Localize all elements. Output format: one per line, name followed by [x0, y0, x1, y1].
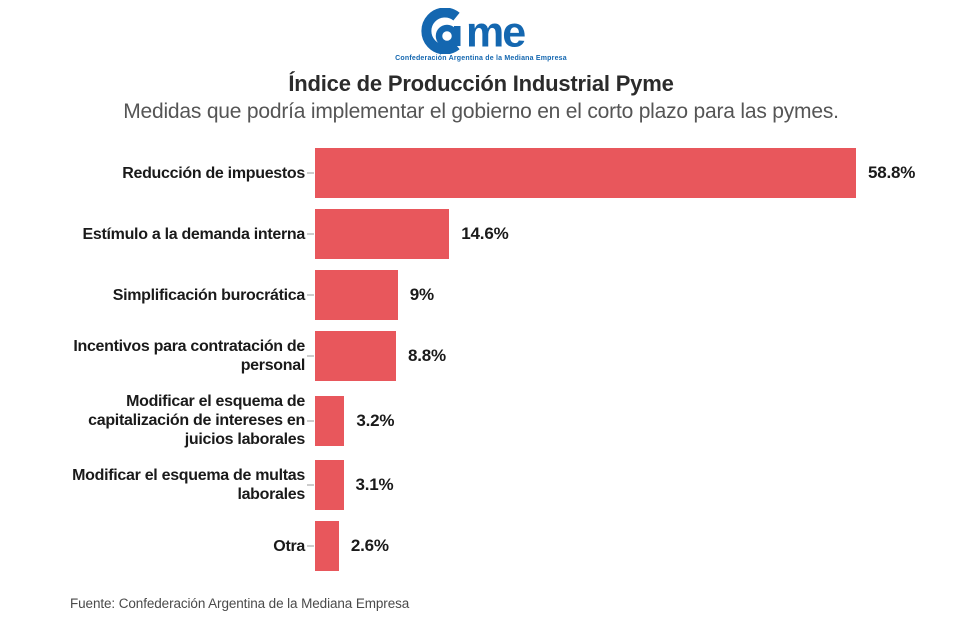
bar-value-label: 9%	[409, 285, 434, 304]
bar-row: Estímulo a la demanda interna 14.6%	[55, 209, 962, 259]
bar	[315, 209, 450, 259]
chart-title: Índice de Producción Industrial Pyme	[288, 71, 674, 96]
bar-value-label: 2.6%	[350, 536, 389, 555]
bar	[315, 270, 398, 320]
bar-row: Simplificación burocrática 9%	[55, 270, 962, 320]
leader-line	[307, 355, 314, 357]
bar-category-label: Modificar el esquema de capitalización d…	[88, 393, 305, 448]
bar-category-label: Simplificación burocrática	[112, 286, 306, 304]
bar-category-label: Reducción de impuestos	[122, 164, 305, 182]
bar-value-label: 58.8%	[868, 163, 916, 182]
came-logo: me Confederación Argentina de la Mediana…	[0, 0, 962, 62]
bar-category-label: Modificar el esquema de multas laborales	[72, 467, 305, 503]
bar-category-label: Estímulo a la demanda interna	[82, 225, 306, 243]
bar-value-label: 14.6%	[461, 224, 509, 243]
bar-value-label: 8.8%	[408, 346, 446, 365]
bar-row: Otra 2.6%	[55, 521, 962, 571]
bar	[315, 331, 396, 381]
bar-value-label: 3.2%	[356, 410, 395, 430]
bar-category-label: Otra	[273, 537, 305, 555]
bar-value-label: 3.1%	[355, 475, 394, 494]
bar	[315, 148, 856, 198]
source-note: Fuente: Confederación Argentina de la Me…	[70, 596, 410, 611]
bar-row: Reducción de impuestos 58.8%	[55, 148, 962, 198]
came-logo-tagline: Confederación Argentina de la Mediana Em…	[395, 55, 567, 62]
chart-subtitle: Medidas que podría implementar el gobier…	[123, 100, 839, 123]
bars: Reducción de impuestos 58.8% Estímulo a la…	[55, 148, 962, 571]
bar	[315, 395, 345, 446]
bar-row: Modificar el esquema de capitalización d…	[55, 392, 962, 449]
leader-line	[307, 484, 314, 486]
leader-line	[307, 172, 314, 174]
leader-line	[307, 294, 314, 296]
bar-row: Modificar el esquema de multas laborales…	[55, 460, 962, 510]
leader-line	[307, 233, 314, 235]
svg-text:me: me	[466, 9, 525, 55]
bar	[315, 460, 344, 510]
leader-line	[307, 545, 314, 547]
bar	[315, 521, 339, 571]
bar-category-label: Incentivos para contratación de personal	[73, 338, 305, 374]
bar-row: Incentivos para contratación de personal…	[55, 331, 962, 381]
came-logo-icon: me	[421, 8, 527, 55]
leader-line	[307, 419, 314, 422]
